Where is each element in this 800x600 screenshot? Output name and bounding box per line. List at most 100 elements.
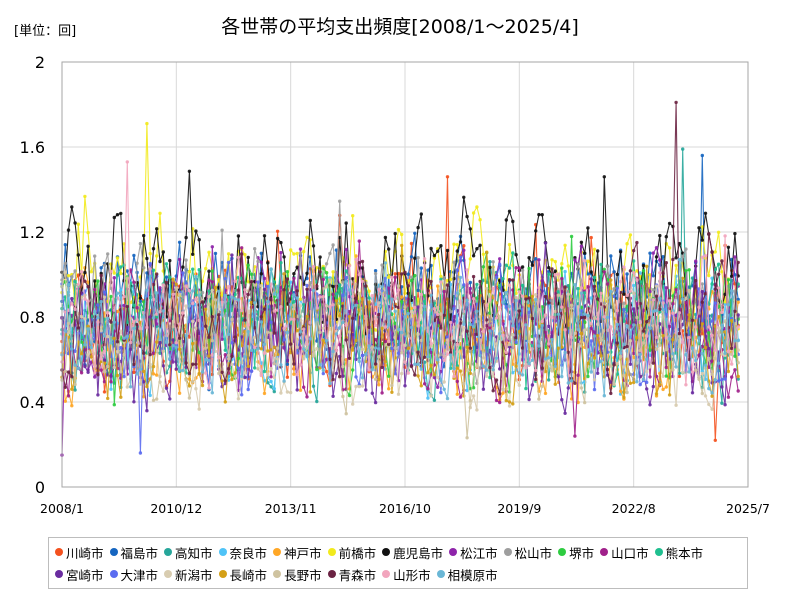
data-point [328, 251, 332, 256]
data-point [481, 299, 486, 304]
data-point [563, 411, 567, 415]
data-point [694, 358, 698, 363]
data-point [243, 355, 247, 359]
legend: 川崎市 福島市 高知市 奈良市 神戸市 前橋市 鹿児島市 松江市 松山市 堺市 山口市 熊本市 宮崎市大… [48, 537, 748, 589]
data-point [96, 316, 100, 320]
legend-marker [273, 548, 282, 556]
data-point [422, 355, 427, 359]
data-point [396, 284, 401, 288]
x-tick-label: 2022/8 [612, 501, 656, 516]
data-point [122, 374, 126, 379]
data-point [158, 259, 162, 264]
data-point [429, 350, 433, 355]
data-point [429, 293, 433, 297]
data-point [393, 297, 397, 301]
data-point [488, 289, 492, 294]
data-point [671, 311, 675, 315]
data-point [632, 323, 636, 327]
data-point [651, 274, 655, 278]
data-point [194, 362, 198, 366]
data-point [351, 402, 355, 406]
data-point [615, 272, 619, 277]
data-point [586, 272, 590, 276]
data-point [158, 286, 162, 290]
data-point [262, 391, 267, 396]
data-point [586, 226, 590, 230]
data-point [560, 305, 564, 309]
data-point [315, 367, 319, 372]
legend-marker [503, 548, 512, 556]
data-point [658, 296, 662, 301]
data-point [560, 266, 564, 270]
data-point [416, 305, 420, 309]
data-point [315, 266, 319, 270]
data-point [700, 371, 704, 376]
data-point [246, 263, 250, 267]
y-tick-label: 0.4 [20, 393, 45, 412]
data-point [324, 271, 329, 275]
data-point [612, 294, 616, 299]
data-point [161, 250, 165, 254]
data-point [119, 288, 123, 292]
data-point [282, 379, 286, 383]
data-point [641, 377, 646, 382]
data-point [354, 257, 358, 262]
data-point [341, 320, 345, 325]
data-point [612, 287, 616, 291]
data-point [70, 296, 74, 301]
data-point [266, 300, 270, 304]
data-point [700, 225, 704, 229]
data-point [458, 275, 463, 280]
data-point [331, 377, 335, 382]
data-point [112, 215, 117, 220]
data-point [514, 266, 518, 270]
data-point [498, 332, 502, 336]
legend-label: 相模原市 [447, 567, 498, 583]
data-point [726, 278, 731, 282]
data-point [109, 269, 113, 273]
x-tick-label: 2010/12 [150, 501, 202, 516]
data-point [524, 323, 528, 327]
data-point [599, 359, 603, 363]
data-point [233, 371, 237, 375]
data-point [651, 288, 655, 292]
data-point [540, 366, 544, 370]
data-point [703, 394, 708, 398]
data-point [240, 308, 244, 313]
data-point [400, 295, 404, 299]
data-point [681, 340, 685, 344]
data-point [269, 366, 273, 371]
data-point [654, 347, 659, 352]
data-point [612, 382, 616, 387]
data-point [289, 342, 293, 346]
data-point [275, 357, 280, 361]
data-point [171, 338, 175, 342]
data-point [187, 371, 192, 376]
data-point [122, 303, 126, 308]
data-point [403, 305, 407, 309]
data-point [194, 293, 198, 297]
data-point [181, 368, 185, 373]
data-point [465, 329, 469, 333]
legend-marker [382, 548, 391, 556]
data-point [661, 271, 665, 275]
data-point [360, 384, 365, 388]
data-point [99, 329, 103, 333]
data-point [579, 240, 584, 244]
data-point [465, 345, 469, 349]
data-point [681, 297, 685, 301]
data-point [99, 368, 103, 372]
data-point [628, 381, 633, 385]
data-point [357, 359, 361, 364]
data-point [694, 325, 698, 329]
data-point [579, 386, 584, 390]
data-point [458, 255, 463, 259]
data-point [158, 211, 162, 215]
data-point [148, 274, 152, 278]
data-point [550, 315, 554, 319]
data-point [514, 295, 518, 300]
data-point [726, 395, 731, 399]
data-point [177, 292, 182, 297]
data-point [302, 357, 306, 361]
data-point [514, 340, 518, 345]
